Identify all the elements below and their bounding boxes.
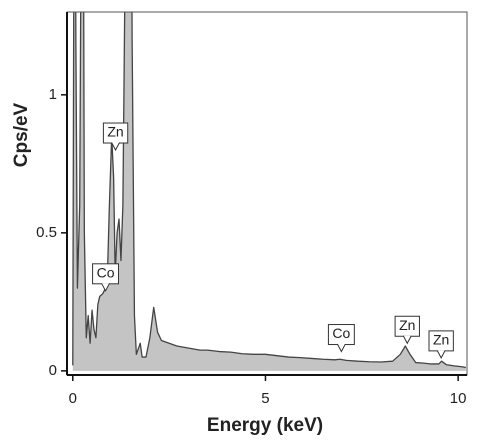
peak-label-pointer (402, 335, 412, 345)
peak-label-text: Zn (399, 317, 415, 333)
peak-label-text: Zn (107, 124, 123, 140)
peak-label-pointer (101, 283, 110, 292)
peak-label-pointer (111, 142, 120, 152)
x-tick-label: 5 (261, 390, 269, 407)
y-axis-title: Cps/eV (11, 102, 32, 167)
peak-label-text: Co (97, 265, 115, 281)
y-tick-label: 0.5 (36, 224, 57, 241)
peak-label: Zn (394, 315, 420, 345)
peak-label: Co (327, 324, 355, 353)
plot-area (72, 12, 466, 371)
spectrum-area (72, 12, 466, 371)
x-tick-label: 10 (450, 390, 467, 407)
peak-label: Zn (428, 330, 454, 359)
peak-label-pointer (436, 350, 446, 359)
peak-label-pointer (336, 343, 346, 353)
y-tick-label: 0 (49, 362, 57, 379)
peak-label-text: Co (332, 325, 350, 341)
peak-label: Co (92, 263, 119, 292)
y-tick-label: 1 (49, 86, 57, 103)
spectrum-line (72, 12, 466, 369)
peak-label: Zn (102, 122, 129, 152)
peak-label-text: Zn (433, 332, 449, 348)
x-axis-title: Energy (keV) (207, 415, 323, 436)
x-tick-label: 0 (69, 390, 77, 407)
